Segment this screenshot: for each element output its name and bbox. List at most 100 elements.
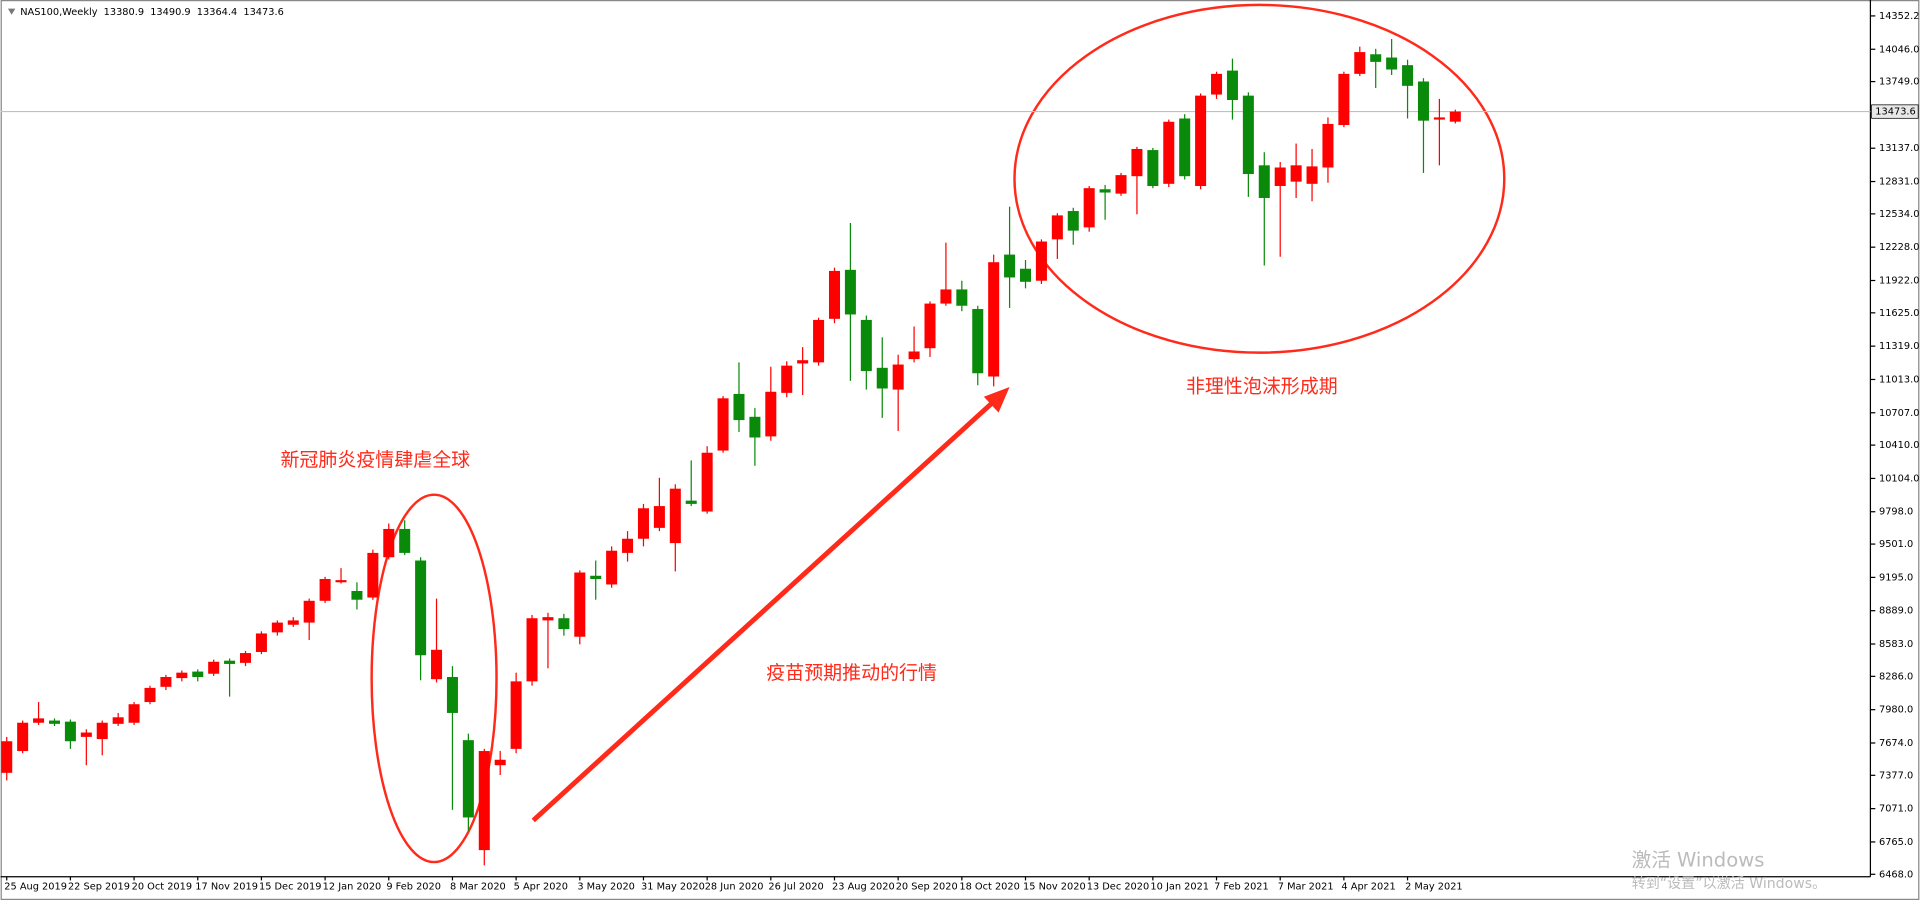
candle-body bbox=[160, 677, 172, 687]
candle-body bbox=[33, 718, 45, 723]
candle-body bbox=[1051, 215, 1063, 240]
candle-body bbox=[17, 722, 29, 752]
x-tick-label: 23 Aug 2020 bbox=[832, 882, 895, 893]
candle-body bbox=[1020, 268, 1032, 282]
candle-body bbox=[988, 262, 1000, 377]
candle-body bbox=[653, 506, 665, 528]
candle-body bbox=[1035, 241, 1047, 281]
candle-body bbox=[956, 289, 968, 306]
x-tick-label: 2 May 2021 bbox=[1405, 882, 1463, 893]
candle-body bbox=[1226, 70, 1238, 100]
y-tick-label: 11625.0 bbox=[1879, 308, 1919, 319]
candle-body bbox=[908, 351, 920, 360]
candle-body bbox=[1179, 118, 1191, 177]
arrow bbox=[531, 398, 997, 823]
candle-body bbox=[574, 572, 586, 637]
candle-body bbox=[1449, 111, 1461, 122]
candle-body bbox=[1258, 165, 1270, 198]
candle-body bbox=[1083, 188, 1095, 228]
x-tick-label: 13 Dec 2020 bbox=[1087, 882, 1150, 893]
candle-body bbox=[351, 591, 363, 600]
candle-body bbox=[1242, 95, 1254, 175]
y-tick-label: 11013.0 bbox=[1879, 374, 1919, 385]
candle-body bbox=[176, 672, 188, 679]
header-value: 13380.9 bbox=[104, 7, 144, 18]
candle-body bbox=[431, 649, 443, 680]
y-tick-label: 13749.0 bbox=[1879, 77, 1919, 88]
candle-body bbox=[765, 391, 777, 437]
candle-body bbox=[1306, 166, 1318, 184]
candle-body bbox=[303, 600, 315, 623]
x-tick-label: 15 Dec 2019 bbox=[259, 882, 322, 893]
y-tick-label: 8583.0 bbox=[1879, 639, 1913, 650]
candle-body bbox=[208, 661, 220, 674]
ellipse bbox=[1013, 3, 1506, 354]
price-label: 13473.6 bbox=[1875, 107, 1915, 118]
x-tick-label: 3 May 2020 bbox=[577, 882, 635, 893]
candle-body bbox=[1131, 148, 1143, 177]
candle-body bbox=[606, 550, 618, 585]
header-value: 13473.6 bbox=[243, 7, 283, 18]
y-tick-label: 14352.2 bbox=[1879, 11, 1919, 22]
candle-body bbox=[478, 751, 490, 851]
candle-body bbox=[1004, 254, 1016, 278]
candle-body bbox=[558, 618, 570, 630]
candle-body bbox=[781, 365, 793, 393]
candle-body bbox=[622, 538, 634, 553]
candle-body bbox=[1290, 165, 1302, 182]
candle-body bbox=[335, 580, 347, 583]
candle-body bbox=[526, 618, 538, 682]
candle-body bbox=[892, 364, 904, 390]
y-tick-label: 7377.0 bbox=[1879, 770, 1913, 781]
candle-body bbox=[1274, 167, 1286, 186]
price-label-box bbox=[1871, 104, 1919, 119]
candle-body bbox=[1, 741, 13, 773]
watermark: 激活 Windows bbox=[1632, 848, 1765, 871]
x-tick-label: 7 Mar 2021 bbox=[1278, 882, 1334, 893]
candle-body bbox=[940, 289, 952, 304]
y-tick-label: 8286.0 bbox=[1879, 671, 1913, 682]
candle-body bbox=[749, 416, 761, 438]
candle-body bbox=[1163, 121, 1175, 184]
x-tick-label: 20 Oct 2019 bbox=[132, 882, 192, 893]
ellipse bbox=[370, 493, 498, 864]
candle-body bbox=[383, 528, 395, 558]
x-tick-label: 10 Jan 2021 bbox=[1150, 882, 1209, 893]
x-tick-label: 28 Jun 2020 bbox=[705, 882, 764, 893]
chart-title: NAS100,Weekly bbox=[20, 7, 98, 18]
candle-body bbox=[494, 759, 506, 766]
y-tick-label: 7071.0 bbox=[1879, 804, 1913, 815]
x-tick-label: 22 Sep 2019 bbox=[68, 882, 130, 893]
candle-body bbox=[271, 622, 283, 633]
candle-body bbox=[844, 269, 856, 315]
candle-body bbox=[797, 360, 809, 364]
candle-body bbox=[462, 740, 474, 818]
candle-body bbox=[637, 508, 649, 539]
candle-body bbox=[717, 398, 729, 451]
y-tick-label: 9501.0 bbox=[1879, 539, 1913, 550]
x-tick-label: 17 Nov 2019 bbox=[195, 882, 258, 893]
candle-body bbox=[733, 393, 745, 421]
candle-body bbox=[685, 500, 697, 504]
y-tick-label: 12831.0 bbox=[1879, 177, 1919, 188]
y-tick-label: 12228.0 bbox=[1879, 242, 1919, 253]
candle-body bbox=[415, 560, 427, 656]
x-tick-label: 5 Apr 2020 bbox=[514, 882, 568, 893]
candle-body bbox=[590, 575, 602, 580]
y-tick-label: 10104.0 bbox=[1879, 473, 1919, 484]
candle-body bbox=[144, 687, 156, 703]
candle-body bbox=[1195, 95, 1207, 186]
candle-body bbox=[80, 732, 92, 737]
x-tick-label: 25 Aug 2019 bbox=[4, 882, 67, 893]
candle-body bbox=[972, 309, 984, 374]
y-tick-label: 6765.0 bbox=[1879, 837, 1913, 848]
candle-body bbox=[876, 367, 888, 389]
x-tick-label: 31 May 2020 bbox=[641, 882, 705, 893]
candle-body bbox=[128, 704, 140, 723]
candle-body bbox=[701, 452, 713, 512]
candle-body bbox=[96, 722, 108, 740]
candle-body bbox=[669, 488, 681, 544]
x-tick-label: 15 Nov 2020 bbox=[1023, 882, 1086, 893]
y-tick-label: 10410.0 bbox=[1879, 440, 1919, 451]
